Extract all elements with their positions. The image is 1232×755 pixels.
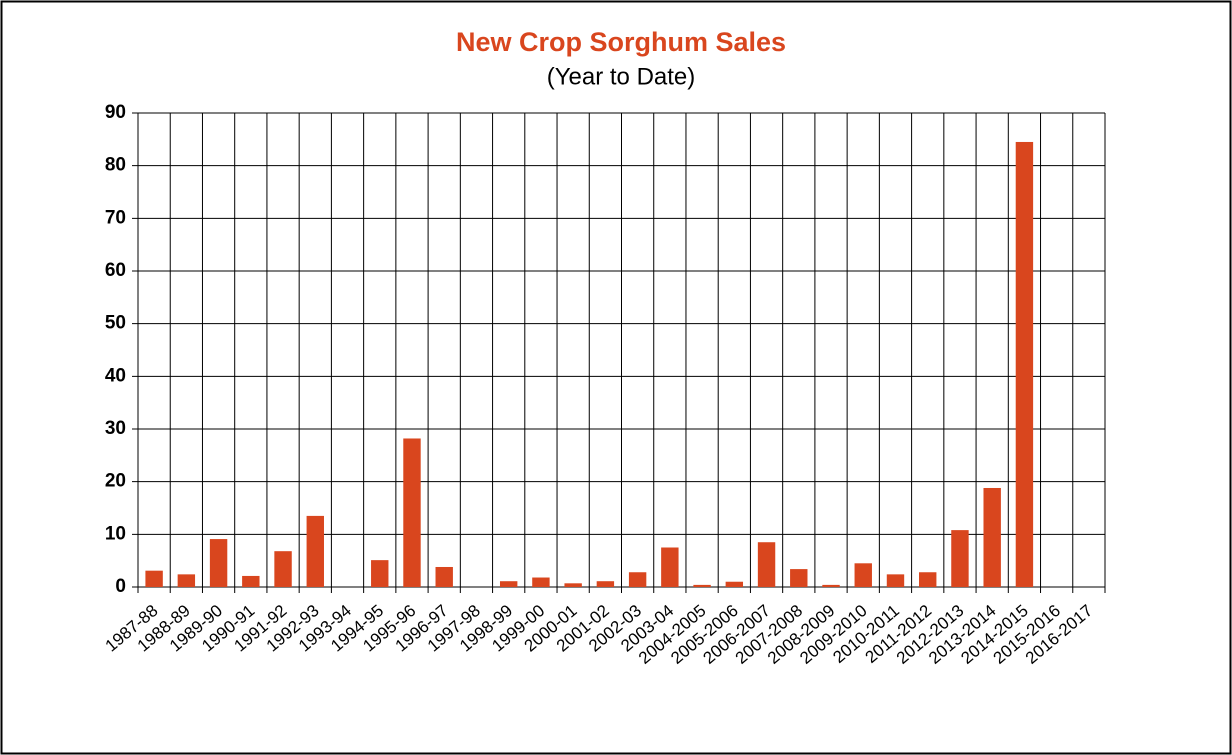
y-tick-label: 70 (105, 207, 126, 228)
bar (951, 530, 969, 587)
bar (822, 584, 840, 587)
bar (242, 575, 260, 587)
y-tick-label: 40 (105, 365, 126, 386)
bar (209, 539, 228, 587)
bar (177, 574, 196, 587)
y-tick-label: 80 (105, 155, 126, 176)
bar (564, 583, 582, 587)
bar (403, 438, 421, 587)
bar (693, 584, 711, 587)
bar (499, 581, 518, 587)
bar (306, 515, 324, 587)
y-tick-label: 90 (105, 102, 126, 123)
bar (532, 577, 550, 587)
bar (725, 581, 744, 587)
bar (790, 569, 808, 587)
bar (854, 563, 872, 587)
bar (757, 542, 776, 587)
bar (983, 487, 1001, 587)
bar (919, 572, 937, 587)
bar (661, 547, 679, 587)
y-tick-label: 30 (105, 418, 126, 439)
bar (435, 566, 453, 587)
bar (1015, 141, 1034, 587)
chart-subtitle: (Year to Date) (547, 63, 696, 90)
bar (596, 581, 615, 587)
y-tick-label: 0 (115, 576, 126, 597)
bar (274, 551, 292, 587)
bar (886, 574, 905, 587)
y-tick-label: 10 (105, 523, 126, 544)
y-tick-label: 20 (105, 471, 126, 492)
y-tick-label: 60 (105, 260, 126, 281)
bar (628, 572, 647, 587)
bar (145, 570, 163, 587)
chart-title: New Crop Sorghum Sales (456, 27, 786, 57)
bar (371, 560, 389, 587)
y-tick-label: 50 (105, 313, 126, 334)
